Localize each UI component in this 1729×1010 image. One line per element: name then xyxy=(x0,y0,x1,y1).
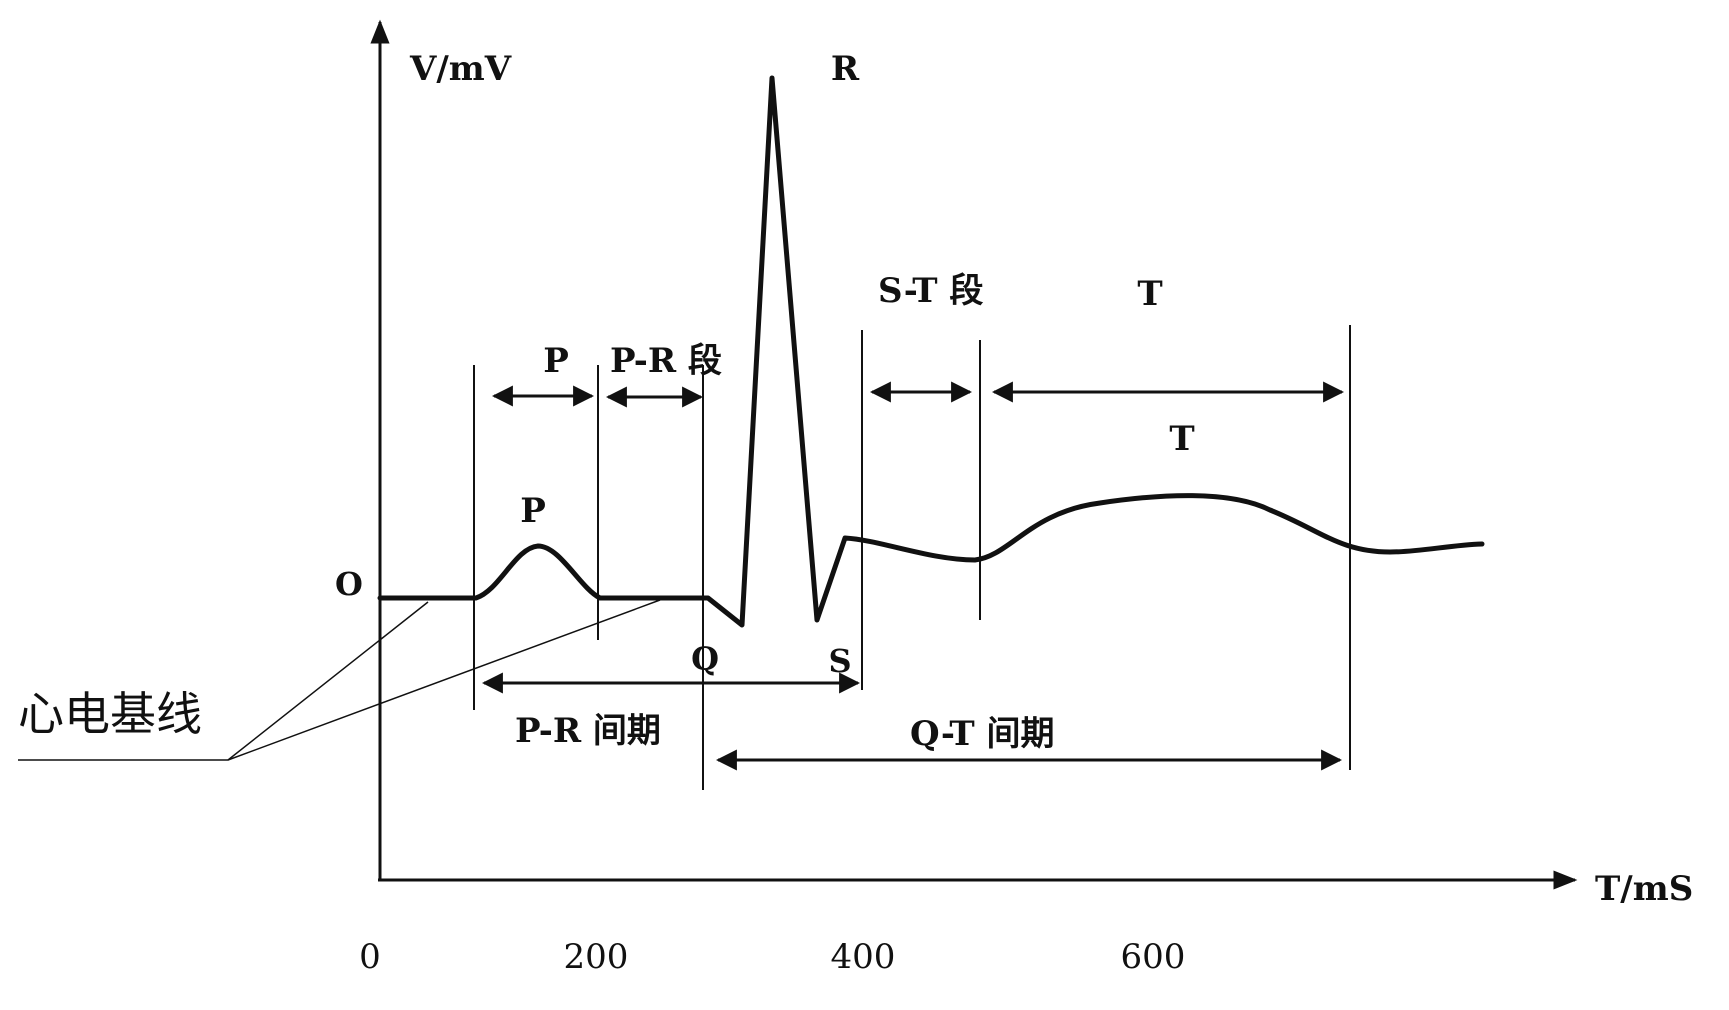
wave-label-r: R xyxy=(831,49,860,89)
wave-label-q: Q xyxy=(691,640,719,678)
qt-interval-label: Q-T 间期 xyxy=(910,714,1054,754)
st-segment-label: S-T 段 xyxy=(878,271,983,311)
wave-label-s: S xyxy=(828,642,851,680)
t-duration-label: T xyxy=(1137,274,1162,314)
x-tick-label: 0 xyxy=(359,937,381,977)
wave-label-t: T xyxy=(1169,419,1194,459)
pr-interval-label: P-R 间期 xyxy=(515,711,661,751)
p-duration-label: P xyxy=(543,341,569,381)
pr-segment-label: P-R 段 xyxy=(610,341,722,381)
y-axis-label: V/mV xyxy=(409,49,512,89)
x-tick-label: 600 xyxy=(1121,937,1186,977)
baseline-label: 心电基线 xyxy=(18,687,202,741)
x-tick-label: 200 xyxy=(564,937,629,977)
x-axis-label: T/mS xyxy=(1595,869,1693,909)
wave-label-p: P xyxy=(520,491,546,531)
y-origin-label: O xyxy=(335,565,363,603)
x-tick-label: 400 xyxy=(831,937,896,977)
